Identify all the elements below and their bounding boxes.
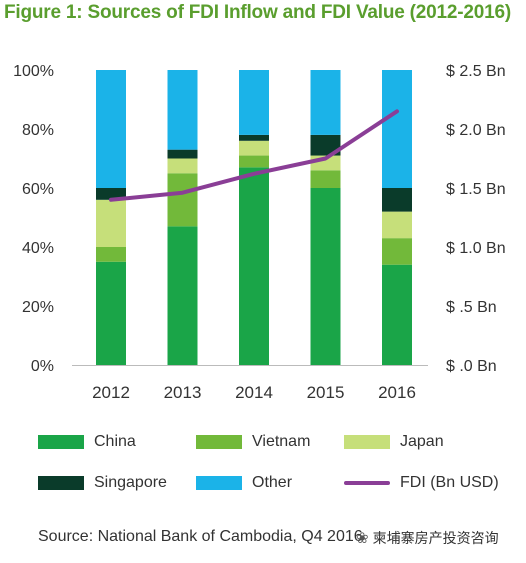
x-tick-label: 2016 [378,383,416,402]
bar-segment-china-2016 [382,264,412,365]
bar-segment-china-2013 [167,226,198,365]
source-note: Source: National Bank of Cambodia, Q4 20… [38,528,363,545]
bar-segment-vietnam-2016 [382,238,412,265]
fdi-point-2015 [324,157,327,160]
bar-segment-other-2013 [167,70,198,150]
bar-segment-japan-2014 [239,140,269,156]
bar-segment-china-2014 [239,167,269,365]
y-left-tick-label: 20% [22,299,54,316]
bar-segment-china-2015 [310,188,341,365]
legend-label: FDI (Bn USD) [400,474,499,491]
wechat-icon: ❀ [356,530,369,547]
legend-item-china: China [38,433,136,451]
legend-swatch [196,435,242,449]
chart-title: Figure 1: Sources of FDI Inflow and FDI … [4,2,511,23]
bar-segment-other-2014 [239,70,269,135]
watermark-text: 柬埔寨房产投资咨询 [372,530,499,546]
legend-item-fdi-bn-usd: FDI (Bn USD) [344,474,499,492]
bar-segment-vietnam-2012 [96,247,126,262]
bar-segment-vietnam-2014 [239,155,269,168]
bar-segment-singapore-2013 [167,149,198,159]
y-right-tick-label: $ 1.5 Bn [446,181,506,198]
y-left-tick-label: 60% [22,181,54,198]
bar-segment-japan-2012 [96,199,126,247]
bar-segment-singapore-2015 [310,134,341,156]
legend-swatch [196,476,242,490]
y-left-tick-label: 100% [13,63,54,80]
legend-item-japan: Japan [344,433,444,451]
y-right-tick-label: $ .5 Bn [446,299,497,316]
y-left-tick-label: 80% [22,122,54,139]
legend-label: Singapore [94,474,167,491]
watermark: ❀ 柬埔寨房产投资咨询 [356,528,499,548]
legend-swatch [38,476,84,490]
x-tick-label: 2013 [164,383,202,402]
x-tick-label: 2014 [235,383,273,402]
legend-label: Japan [400,433,444,450]
legend-item-other: Other [196,474,292,492]
bar-segment-other-2015 [310,70,341,135]
bar-segment-singapore-2016 [382,188,412,212]
y-right-tick-label: $ 2.5 Bn [446,63,506,80]
y-right-tick-label: $ 1.0 Bn [446,240,506,257]
fdi-point-2014 [252,172,256,176]
fdi-point-2012 [109,198,113,202]
legend-label: China [94,433,136,450]
y-right-tick-label: $ .0 Bn [446,358,497,375]
y-left-tick-label: 40% [22,240,54,257]
bar-segment-vietnam-2013 [167,173,198,227]
bar-segment-japan-2016 [382,211,412,239]
bar-segment-vietnam-2015 [310,170,341,188]
legend-swatch [38,435,84,449]
legend-item-singapore: Singapore [38,474,167,492]
fdi-point-2013 [181,191,184,195]
bar-segment-singapore-2012 [96,188,126,200]
bar-segment-japan-2013 [167,158,198,174]
y-right-tick-label: $ 2.0 Bn [446,122,506,139]
legend-label: Vietnam [252,433,311,450]
fdi-point-2016 [395,109,399,113]
bar-segment-china-2012 [96,261,126,365]
legend-swatch [344,435,390,449]
x-tick-label: 2015 [307,383,345,402]
legend-item-vietnam: Vietnam [196,433,310,451]
bar-segment-other-2012 [96,70,126,188]
y-left-tick-label: 0% [31,358,54,375]
bar-segment-other-2016 [382,70,412,188]
legend-label: Other [252,474,293,491]
bar-segment-singapore-2014 [239,134,269,141]
x-tick-label: 2012 [92,383,130,402]
legend-line-swatch [344,481,390,485]
